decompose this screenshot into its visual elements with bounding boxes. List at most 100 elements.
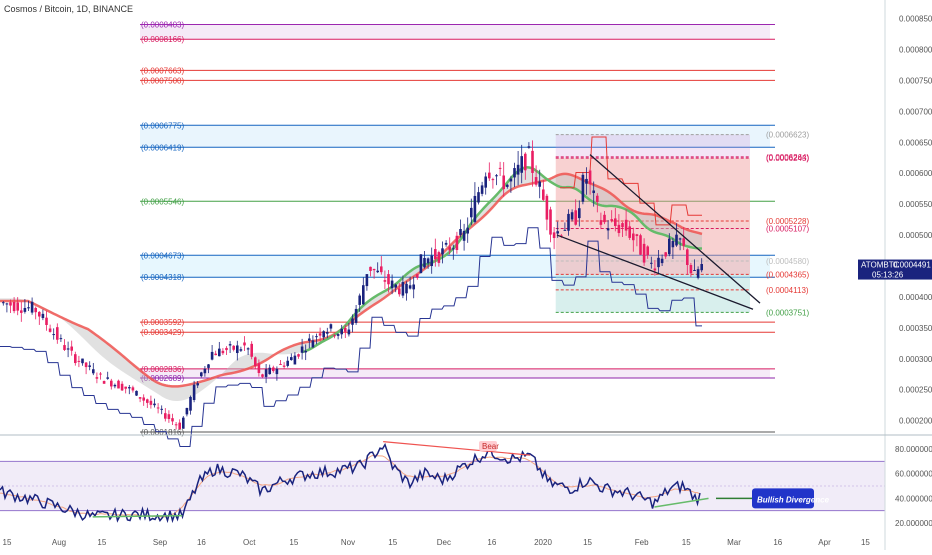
candle-body — [671, 241, 675, 248]
candle-body — [588, 170, 592, 185]
fib-level-label: (0.0002689) — [141, 374, 184, 383]
candle-body — [272, 367, 275, 372]
candle-body — [448, 246, 451, 251]
candle-body — [567, 213, 570, 231]
candle-body — [200, 372, 203, 377]
position-level-label: (0.0005107) — [766, 224, 809, 233]
candle-body — [387, 274, 390, 285]
candle-body — [261, 374, 264, 377]
stepped-red-line — [560, 136, 702, 226]
candle-body — [113, 384, 117, 387]
time-axis-label: 15 — [861, 538, 870, 547]
candle-body — [196, 383, 199, 386]
candle-body — [495, 175, 498, 177]
position-level-label: (0.0006243) — [766, 154, 809, 163]
candle-body — [390, 280, 394, 289]
candle-body — [675, 234, 678, 246]
candle-body — [138, 397, 142, 399]
candle-body — [92, 369, 95, 374]
candle-body — [621, 223, 624, 228]
fib-level-label: (0.0002836) — [141, 365, 184, 374]
candle-body — [678, 238, 682, 240]
candle-body — [513, 168, 516, 178]
candle-body — [610, 219, 613, 221]
candle-body — [203, 368, 207, 374]
position-level-label: (0.0004113) — [766, 286, 809, 295]
candle-body — [221, 350, 225, 354]
candle-body — [146, 399, 149, 403]
time-axis-label: Feb — [635, 538, 649, 547]
candle-body — [520, 156, 523, 173]
ma-red-line — [0, 172, 703, 388]
price-tick-label: 0.0007500 — [899, 76, 932, 85]
rsi-bear-div-line — [383, 441, 531, 456]
candle-body — [394, 284, 397, 288]
candle-body — [419, 254, 423, 274]
fib-level-label: (0.0003429) — [141, 328, 184, 337]
candle-body — [545, 195, 549, 220]
time-axis-label: 15 — [583, 538, 592, 547]
wedge-lower-line — [556, 234, 754, 310]
candle-body — [56, 327, 59, 340]
candle-body — [423, 258, 426, 268]
candle-body — [189, 396, 192, 411]
candle-body — [531, 150, 534, 173]
candle-body — [459, 229, 462, 235]
candle-body — [455, 235, 459, 250]
candle-body — [344, 327, 347, 332]
fib-level-label: (0.0007663) — [141, 66, 184, 75]
candle-body — [426, 258, 430, 264]
ma-green-line — [301, 166, 703, 354]
fib-level-label: (0.0007500) — [141, 76, 184, 85]
candle-body — [574, 210, 577, 225]
fib-level-label: (0.0003592) — [141, 318, 184, 327]
candle-body — [383, 280, 387, 282]
candle-body — [398, 288, 401, 295]
candle-body — [660, 258, 664, 264]
candle-body — [653, 268, 657, 271]
candle-body — [326, 332, 329, 334]
position-level-label: (0.0005228) — [766, 217, 809, 226]
candle-body — [239, 349, 243, 351]
candle-body — [293, 355, 297, 365]
candle-body — [156, 407, 160, 409]
candle-body — [77, 360, 81, 362]
candle-body — [102, 381, 106, 384]
position-profit-zone — [555, 158, 750, 275]
time-axis-label: 15 — [289, 538, 298, 547]
chart-title: Cosmos / Bitcoin, 1D, BINANCE — [4, 4, 134, 14]
last-price-tag — [858, 259, 932, 280]
candle-body — [509, 178, 513, 182]
candle-body — [635, 234, 639, 237]
candle-body — [347, 329, 351, 335]
position-level-label: (0.0004365) — [766, 270, 809, 279]
fib-level-label: (0.0006775) — [141, 121, 184, 130]
candle-body — [480, 185, 484, 194]
candle-body — [218, 348, 221, 357]
rsi-bull-div-line — [92, 514, 183, 518]
candle-body — [34, 307, 37, 313]
candle-body — [527, 146, 531, 148]
candle-body — [315, 336, 318, 338]
candle-body — [614, 218, 617, 227]
fib-level-label: (0.0006419) — [141, 143, 184, 152]
candle-body — [225, 347, 228, 351]
fib-band — [140, 70, 770, 81]
candle-body — [524, 153, 527, 171]
candle-body — [243, 342, 246, 346]
candle-body — [628, 226, 631, 238]
candle-body — [210, 351, 214, 360]
candle-body — [333, 335, 336, 337]
candle-body — [470, 207, 473, 218]
candle-body — [268, 367, 271, 375]
candle-body — [441, 248, 444, 255]
candle-body — [466, 227, 469, 234]
candle-body — [477, 192, 480, 203]
position-level-label: (0.0004580) — [766, 257, 809, 266]
candle-body — [650, 262, 653, 264]
